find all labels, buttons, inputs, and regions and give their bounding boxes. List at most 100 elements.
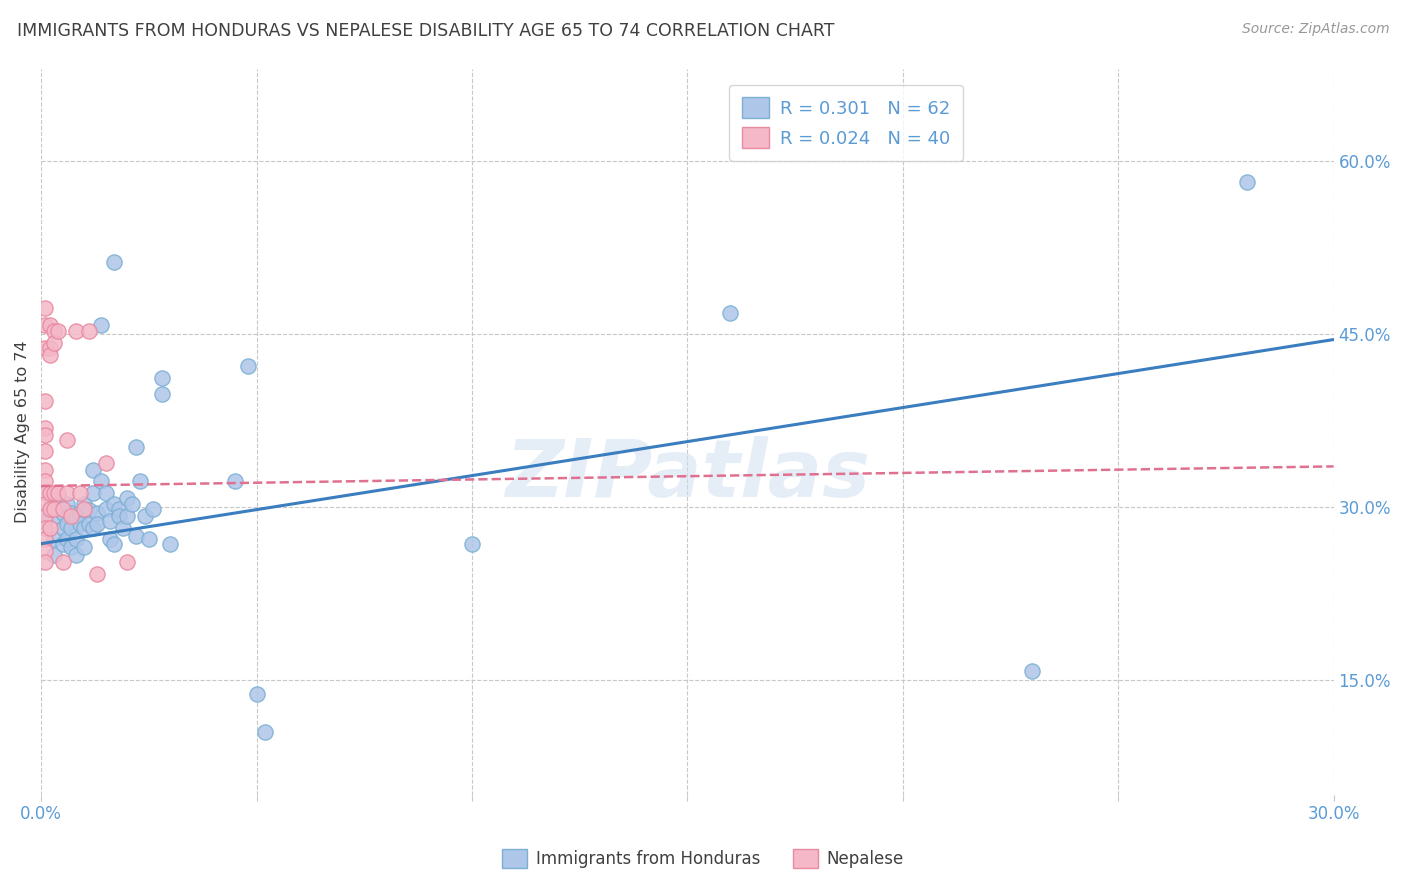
Point xyxy=(236,359,259,373)
Point xyxy=(224,475,246,489)
Point xyxy=(107,502,129,516)
Point xyxy=(52,555,75,569)
Point xyxy=(98,514,121,528)
Point xyxy=(34,514,56,528)
Point xyxy=(34,508,56,523)
Point xyxy=(46,508,69,523)
Point xyxy=(77,503,100,517)
Point xyxy=(94,456,117,470)
Point xyxy=(56,532,79,546)
Point xyxy=(65,325,87,339)
Point xyxy=(46,325,69,339)
Point xyxy=(34,444,56,458)
Point xyxy=(134,508,156,523)
Point xyxy=(69,517,91,532)
Point xyxy=(94,502,117,516)
Point xyxy=(52,506,75,520)
Point xyxy=(65,548,87,562)
Point xyxy=(254,724,277,739)
Point xyxy=(150,370,173,384)
Point xyxy=(38,502,60,516)
Point xyxy=(34,341,56,355)
Point xyxy=(38,486,60,500)
Point xyxy=(82,463,104,477)
Point xyxy=(125,440,148,454)
Point xyxy=(38,341,60,355)
Point xyxy=(60,508,83,523)
Point xyxy=(86,506,108,520)
Point xyxy=(34,318,56,332)
Point xyxy=(52,502,75,516)
Point xyxy=(42,532,65,546)
Point xyxy=(94,486,117,500)
Point xyxy=(34,301,56,316)
Point xyxy=(125,528,148,542)
Point xyxy=(34,532,56,546)
Point xyxy=(56,517,79,532)
Point xyxy=(73,540,96,554)
Point xyxy=(38,502,60,516)
Point xyxy=(90,475,112,489)
Point xyxy=(82,520,104,534)
Point xyxy=(46,486,69,500)
Point xyxy=(60,520,83,534)
Point xyxy=(42,325,65,339)
Point xyxy=(121,498,143,512)
Point xyxy=(73,498,96,512)
Point xyxy=(103,255,125,269)
Point xyxy=(69,506,91,520)
Point xyxy=(34,393,56,408)
Point xyxy=(65,508,87,523)
Point xyxy=(52,536,75,550)
Point xyxy=(90,318,112,332)
Point xyxy=(34,486,56,500)
Point xyxy=(52,520,75,534)
Legend: R = 0.301   N = 62, R = 0.024   N = 40: R = 0.301 N = 62, R = 0.024 N = 40 xyxy=(730,85,963,161)
Point xyxy=(86,566,108,581)
Point xyxy=(46,498,69,512)
Point xyxy=(150,386,173,401)
Point xyxy=(60,540,83,554)
Point xyxy=(34,555,56,569)
Point xyxy=(65,532,87,546)
Point xyxy=(117,508,139,523)
Point xyxy=(159,536,181,550)
Point xyxy=(34,543,56,558)
Point xyxy=(34,421,56,435)
Point xyxy=(138,532,160,546)
Point xyxy=(42,486,65,500)
Point xyxy=(73,502,96,516)
Point xyxy=(56,486,79,500)
Point xyxy=(1021,664,1043,678)
Point xyxy=(69,486,91,500)
Point xyxy=(34,498,56,512)
Point xyxy=(98,532,121,546)
Point xyxy=(245,687,267,701)
Legend: Immigrants from Honduras, Nepalese: Immigrants from Honduras, Nepalese xyxy=(495,842,911,875)
Point xyxy=(38,520,60,534)
Point xyxy=(56,433,79,447)
Text: Source: ZipAtlas.com: Source: ZipAtlas.com xyxy=(1241,22,1389,37)
Point xyxy=(117,555,139,569)
Point xyxy=(38,318,60,332)
Point xyxy=(1236,175,1258,189)
Point xyxy=(77,325,100,339)
Point xyxy=(34,428,56,442)
Point xyxy=(60,506,83,520)
Text: ZIPatlas: ZIPatlas xyxy=(505,436,870,515)
Point xyxy=(73,520,96,534)
Point xyxy=(117,491,139,505)
Point xyxy=(42,502,65,516)
Point xyxy=(103,536,125,550)
Point xyxy=(129,475,152,489)
Point xyxy=(42,336,65,351)
Point xyxy=(56,498,79,512)
Y-axis label: Disability Age 65 to 74: Disability Age 65 to 74 xyxy=(15,341,30,523)
Point xyxy=(42,548,65,562)
Point xyxy=(111,520,134,534)
Point xyxy=(34,475,56,489)
Point xyxy=(461,536,484,550)
Point xyxy=(142,502,165,516)
Point xyxy=(107,508,129,523)
Point xyxy=(86,517,108,532)
